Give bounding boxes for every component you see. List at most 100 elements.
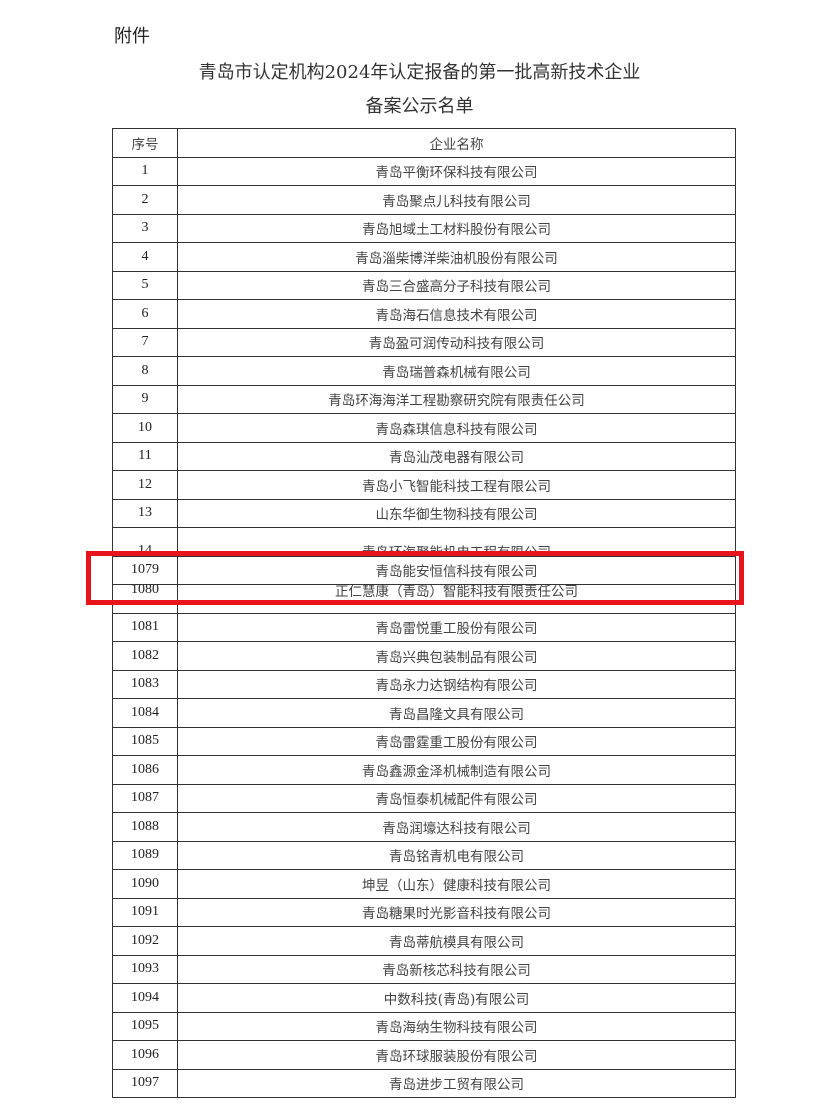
- table-row: 1082 青岛兴典包装制品有限公司: [112, 641, 736, 671]
- company-name: 青岛盈可润传动科技有限公司: [177, 327, 736, 357]
- table-row: 5 青岛三合盛高分子科技有限公司: [112, 270, 736, 300]
- company-name: 青岛鑫源金泽机械制造有限公司: [177, 755, 736, 785]
- table-row: 6 青岛海石信息技术有限公司: [112, 299, 736, 329]
- company-table: 序号 企业名称 1 青岛平衡环保科技有限公司 2 青岛聚点儿科技有限公司 3 青岛旭域土工…: [112, 128, 736, 1098]
- company-name: 青岛润壕达科技有限公司: [177, 812, 736, 842]
- serial-number: 1085: [112, 726, 178, 756]
- serial-number: 1080: [112, 584, 178, 614]
- table-row: 1089 青岛铭青机电有限公司: [112, 840, 736, 870]
- company-name: 青岛恒泰机械配件有限公司: [177, 783, 736, 813]
- serial-number: 1096: [112, 1040, 178, 1070]
- table-row: 3 青岛旭域土工材料股份有限公司: [112, 213, 736, 243]
- company-name: 青岛三合盛高分子科技有限公司: [177, 270, 736, 300]
- company-name: 青岛永力达钢结构有限公司: [177, 669, 736, 699]
- serial-number: 1086: [112, 755, 178, 785]
- serial-number: 1091: [112, 897, 178, 927]
- serial-number: 12: [112, 470, 178, 500]
- serial-number: 1093: [112, 954, 178, 984]
- table-row: 1081 青岛雷悦重工股份有限公司: [112, 612, 736, 642]
- company-name: 青岛瑞普森机械有限公司: [177, 356, 736, 386]
- table-row: 13 山东华御生物科技有限公司: [112, 498, 736, 528]
- company-name: 青岛环球服装股份有限公司: [177, 1040, 736, 1070]
- serial-number: 10: [112, 413, 178, 443]
- serial-number: 1089: [112, 840, 178, 870]
- company-name: 青岛糖果时光影音科技有限公司: [177, 897, 736, 927]
- serial-number: 1081: [112, 612, 178, 642]
- serial-number: 1082: [112, 641, 178, 671]
- table-row: 1083 青岛永力达钢结构有限公司: [112, 669, 736, 699]
- company-name: 青岛蒂航模具有限公司: [177, 926, 736, 956]
- table-row: 8 青岛瑞普森机械有限公司: [112, 356, 736, 386]
- table-row: 12 青岛小飞智能科技工程有限公司: [112, 470, 736, 500]
- company-name: 中数科技(青岛)有限公司: [177, 983, 736, 1013]
- serial-number: 1090: [112, 869, 178, 899]
- serial-number: 11: [112, 441, 178, 471]
- company-name: 青岛昌隆文具有限公司: [177, 698, 736, 728]
- serial-number: 1: [112, 156, 178, 186]
- serial-number: 9: [112, 384, 178, 414]
- table-row: 2 青岛聚点儿科技有限公司: [112, 185, 736, 215]
- company-name: 青岛旭域土工材料股份有限公司: [177, 213, 736, 243]
- serial-number: 1087: [112, 783, 178, 813]
- table-row: 1084 青岛昌隆文具有限公司: [112, 698, 736, 728]
- table-row: 1080 正仁慧康（青岛）智能科技有限责任公司: [112, 584, 736, 614]
- red-highlight-box: [86, 551, 744, 605]
- company-name: 青岛雷霆重工股份有限公司: [177, 726, 736, 756]
- company-name: 青岛小飞智能科技工程有限公司: [177, 470, 736, 500]
- header-serial-number: 序号: [112, 128, 178, 158]
- serial-number: 2: [112, 185, 178, 215]
- table-row: 1 青岛平衡环保科技有限公司: [112, 156, 736, 186]
- header-company-name: 企业名称: [177, 128, 736, 158]
- table-row: 9 青岛环海海洋工程勘察研究院有限责任公司: [112, 384, 736, 414]
- company-name: 正仁慧康（青岛）智能科技有限责任公司: [177, 584, 736, 614]
- company-name: 青岛聚点儿科技有限公司: [177, 185, 736, 215]
- serial-number: 7: [112, 327, 178, 357]
- table-row: 1090 坤昱（山东）健康科技有限公司: [112, 869, 736, 899]
- company-name: 青岛铭青机电有限公司: [177, 840, 736, 870]
- serial-number: 4: [112, 242, 178, 272]
- company-name: 青岛新核芯科技有限公司: [177, 954, 736, 984]
- table-row: 1093 青岛新核芯科技有限公司: [112, 954, 736, 984]
- company-name: 青岛汕茂电器有限公司: [177, 441, 736, 471]
- table-row: 1086 青岛鑫源金泽机械制造有限公司: [112, 755, 736, 785]
- table-row: 1088 青岛润壕达科技有限公司: [112, 812, 736, 842]
- company-name: 青岛海石信息技术有限公司: [177, 299, 736, 329]
- company-name: 青岛平衡环保科技有限公司: [177, 156, 736, 186]
- serial-number: 1088: [112, 812, 178, 842]
- company-name: 坤昱（山东）健康科技有限公司: [177, 869, 736, 899]
- table-row: 1095 青岛海纳生物科技有限公司: [112, 1011, 736, 1041]
- serial-number: 13: [112, 498, 178, 528]
- table-row: 4 青岛淄柴博洋柴油机股份有限公司: [112, 242, 736, 272]
- table-row: 10 青岛森琪信息科技有限公司: [112, 413, 736, 443]
- serial-number: 1097: [112, 1068, 178, 1098]
- serial-number: 1084: [112, 698, 178, 728]
- table-row: 1092 青岛蒂航模具有限公司: [112, 926, 736, 956]
- serial-number: 3: [112, 213, 178, 243]
- company-name: 青岛森琪信息科技有限公司: [177, 413, 736, 443]
- table-row: 1096 青岛环球服装股份有限公司: [112, 1040, 736, 1070]
- company-name: 青岛进步工贸有限公司: [177, 1068, 736, 1098]
- company-name: 青岛雷悦重工股份有限公司: [177, 612, 736, 642]
- document-title: 青岛市认定机构2024年认定报备的第一批高新技术企业: [198, 62, 641, 83]
- document-subtitle: 备案公示名单: [365, 96, 474, 117]
- company-name: 青岛环海海洋工程勘察研究院有限责任公司: [177, 384, 736, 414]
- table-row: 11 青岛汕茂电器有限公司: [112, 441, 736, 471]
- table-row: 1087 青岛恒泰机械配件有限公司: [112, 783, 736, 813]
- table-row: 1097 青岛进步工贸有限公司: [112, 1068, 736, 1098]
- serial-number: 5: [112, 270, 178, 300]
- serial-number: 8: [112, 356, 178, 386]
- company-name: 山东华御生物科技有限公司: [177, 498, 736, 528]
- table-row: 7 青岛盈可润传动科技有限公司: [112, 327, 736, 357]
- serial-number: 6: [112, 299, 178, 329]
- serial-number: 1095: [112, 1011, 178, 1041]
- company-name: 青岛海纳生物科技有限公司: [177, 1011, 736, 1041]
- table-header-row: 序号 企业名称: [112, 128, 736, 158]
- serial-number: 1083: [112, 669, 178, 699]
- company-name: 青岛兴典包装制品有限公司: [177, 641, 736, 671]
- serial-number: 1092: [112, 926, 178, 956]
- serial-number: 1094: [112, 983, 178, 1013]
- company-name: 青岛淄柴博洋柴油机股份有限公司: [177, 242, 736, 272]
- table-row: 1091 青岛糖果时光影音科技有限公司: [112, 897, 736, 927]
- table-row: 1085 青岛雷霆重工股份有限公司: [112, 726, 736, 756]
- table-row: 1094 中数科技(青岛)有限公司: [112, 983, 736, 1013]
